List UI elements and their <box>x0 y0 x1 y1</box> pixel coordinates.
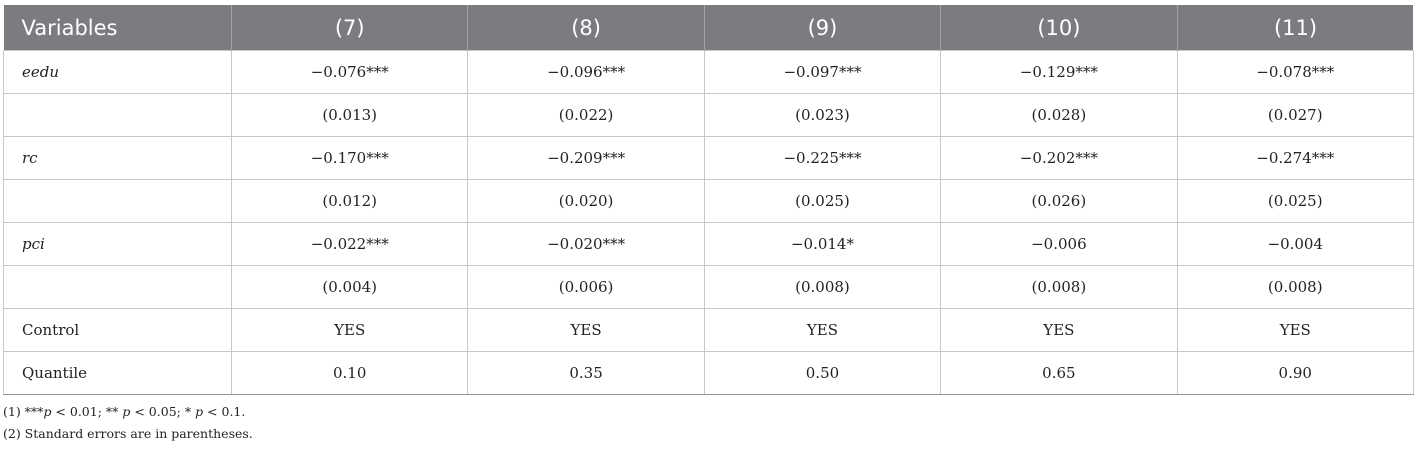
value-cell: (0.004) <box>230 265 469 309</box>
table-header-row: Variables (7) (8) (9) (10) (11) <box>3 5 1414 51</box>
table-row: (0.004) (0.006) (0.008) (0.008) (0.008) <box>3 265 1414 309</box>
table-row: (0.012) (0.020) (0.025) (0.026) (0.025) <box>3 179 1414 223</box>
value-cell: (0.028) <box>940 93 1178 137</box>
value-cell: −0.202*** <box>940 136 1178 180</box>
value-cell: −0.014* <box>703 222 942 266</box>
value-cell: 0.65 <box>940 351 1178 395</box>
note-1-p-symbol: p <box>122 404 131 419</box>
header-cell-model-7: (7) <box>230 5 468 51</box>
value-cell: −0.274*** <box>1176 136 1414 180</box>
row-label-cell: pci <box>3 222 232 266</box>
value-cell: YES <box>940 308 1178 352</box>
value-cell: (0.008) <box>940 265 1178 309</box>
value-cell: (0.008) <box>1176 265 1414 309</box>
regression-results-table: Variables (7) (8) (9) (10) (11) eedu −0.0… <box>3 5 1414 395</box>
value-cell: (0.012) <box>230 179 469 223</box>
note-1-p-symbol: p <box>43 404 52 419</box>
table-row: Control YES YES YES YES YES <box>3 308 1414 352</box>
note-significance-levels: (1) ***p < 0.01; ** p < 0.05; * p < 0.1. <box>3 401 1413 423</box>
value-cell: −0.006 <box>940 222 1178 266</box>
table-row: (0.013) (0.022) (0.023) (0.028) (0.027) <box>3 93 1414 137</box>
value-cell: (0.022) <box>467 93 705 137</box>
value-cell: (0.008) <box>703 265 942 309</box>
header-cell-model-10: (10) <box>940 5 1178 51</box>
value-cell: 0.90 <box>1176 351 1414 395</box>
value-cell: (0.025) <box>1176 179 1414 223</box>
row-label-cell <box>3 93 232 137</box>
value-cell: YES <box>1176 308 1414 352</box>
table-row: Quantile 0.10 0.35 0.50 0.65 0.90 <box>3 351 1414 395</box>
value-cell: −0.076*** <box>230 50 469 94</box>
row-label-cell: rc <box>3 136 232 180</box>
value-cell: −0.225*** <box>703 136 942 180</box>
value-cell: −0.096*** <box>467 50 705 94</box>
note-1-p-symbol: p <box>195 404 204 419</box>
value-cell: −0.004 <box>1176 222 1414 266</box>
value-cell: −0.078*** <box>1176 50 1414 94</box>
value-cell: YES <box>467 308 705 352</box>
value-cell: (0.020) <box>467 179 705 223</box>
value-cell: −0.020*** <box>467 222 705 266</box>
row-label-cell: Control <box>3 308 232 352</box>
row-label-cell <box>3 179 232 223</box>
note-standard-errors: (2) Standard errors are in parentheses. <box>3 426 253 441</box>
header-cell-model-11: (11) <box>1176 5 1414 51</box>
value-cell: (0.006) <box>467 265 705 309</box>
row-label-cell: eedu <box>3 50 232 94</box>
value-cell: −0.170*** <box>230 136 469 180</box>
note-1-text-c: < 0.1. <box>203 404 246 419</box>
value-cell: (0.013) <box>230 93 469 137</box>
value-cell: (0.025) <box>703 179 942 223</box>
value-cell: −0.097*** <box>703 50 942 94</box>
header-cell-variables: Variables <box>3 5 232 51</box>
header-cell-model-9: (9) <box>703 5 941 51</box>
value-cell: YES <box>230 308 469 352</box>
value-cell: YES <box>703 308 942 352</box>
note-1-text-b: < 0.05; * <box>130 404 196 419</box>
value-cell: 0.50 <box>703 351 942 395</box>
table-row: rc −0.170*** −0.209*** −0.225*** −0.202*** −0… <box>3 136 1414 180</box>
value-cell: −0.129*** <box>940 50 1178 94</box>
value-cell: 0.10 <box>230 351 469 395</box>
row-label-cell <box>3 265 232 309</box>
table-row: pci −0.022*** −0.020*** −0.014* −0.006 −0.004 <box>3 222 1414 266</box>
value-cell: −0.022*** <box>230 222 469 266</box>
table-row: eedu −0.076*** −0.096*** −0.097*** −0.129***… <box>3 50 1414 94</box>
value-cell: (0.027) <box>1176 93 1414 137</box>
value-cell: (0.023) <box>703 93 942 137</box>
value-cell: (0.026) <box>940 179 1178 223</box>
row-label-cell: Quantile <box>3 351 232 395</box>
table-notes: (1) ***p < 0.01; ** p < 0.05; * p < 0.1.… <box>3 401 1413 445</box>
note-1-prefix: (1) *** <box>3 404 44 419</box>
header-cell-model-8: (8) <box>467 5 705 51</box>
results-table-container: Variables (7) (8) (9) (10) (11) eedu −0.0… <box>3 5 1414 445</box>
note-1-text-a: < 0.01; ** <box>51 404 123 419</box>
value-cell: −0.209*** <box>467 136 705 180</box>
value-cell: 0.35 <box>467 351 705 395</box>
